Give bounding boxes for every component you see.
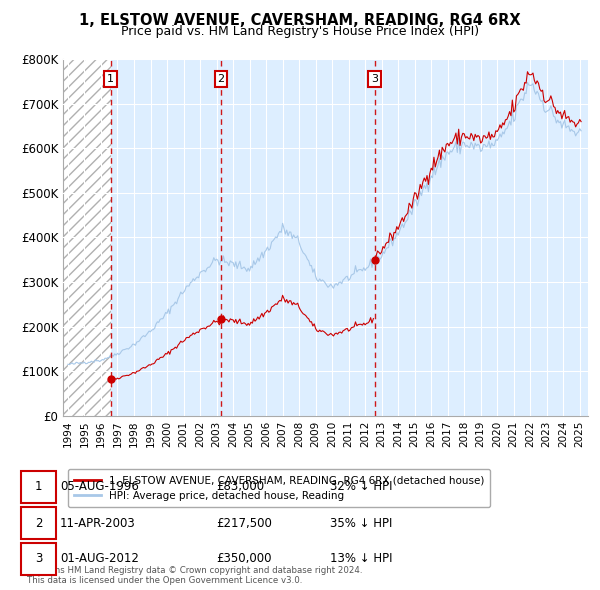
- Text: 2: 2: [35, 517, 42, 530]
- Text: Contains HM Land Registry data © Crown copyright and database right 2024.
This d: Contains HM Land Registry data © Crown c…: [27, 566, 362, 585]
- Text: £350,000: £350,000: [216, 552, 271, 565]
- Text: £83,000: £83,000: [216, 480, 264, 493]
- Text: 3: 3: [371, 74, 378, 84]
- Text: 05-AUG-1996: 05-AUG-1996: [60, 480, 139, 493]
- Text: 35% ↓ HPI: 35% ↓ HPI: [330, 517, 392, 530]
- Text: 32% ↓ HPI: 32% ↓ HPI: [330, 480, 392, 493]
- Text: Price paid vs. HM Land Registry's House Price Index (HPI): Price paid vs. HM Land Registry's House …: [121, 25, 479, 38]
- Legend: 1, ELSTOW AVENUE, CAVERSHAM, READING, RG4 6RX (detached house), HPI: Average pri: 1, ELSTOW AVENUE, CAVERSHAM, READING, RG…: [68, 470, 490, 507]
- Text: 1, ELSTOW AVENUE, CAVERSHAM, READING, RG4 6RX: 1, ELSTOW AVENUE, CAVERSHAM, READING, RG…: [79, 13, 521, 28]
- Text: 13% ↓ HPI: 13% ↓ HPI: [330, 552, 392, 565]
- Text: 1: 1: [107, 74, 114, 84]
- Text: 11-APR-2003: 11-APR-2003: [60, 517, 136, 530]
- Text: 2: 2: [217, 74, 224, 84]
- Text: 01-AUG-2012: 01-AUG-2012: [60, 552, 139, 565]
- Text: 3: 3: [35, 552, 42, 565]
- Text: £217,500: £217,500: [216, 517, 272, 530]
- Text: 1: 1: [35, 480, 42, 493]
